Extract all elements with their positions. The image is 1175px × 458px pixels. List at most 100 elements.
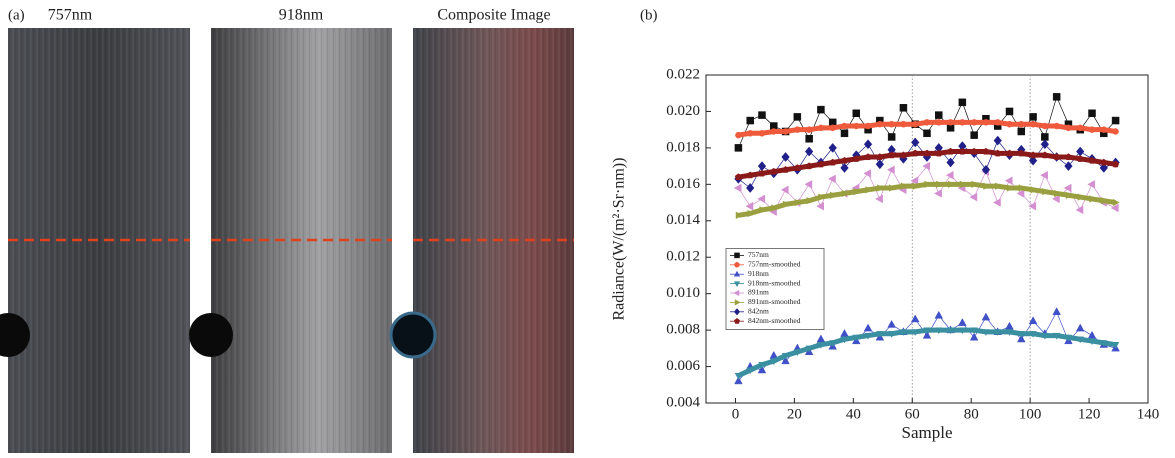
marker (816, 334, 826, 343)
image-composite (389, 28, 574, 453)
marker (1112, 128, 1119, 135)
marker (1018, 120, 1025, 128)
image-757 (0, 28, 190, 453)
marker (853, 187, 861, 196)
marker (993, 135, 1002, 146)
y-tick-label: 0.008 (666, 322, 700, 338)
legend-marker (734, 299, 741, 306)
marker (886, 165, 895, 175)
marker (899, 104, 908, 112)
marker (1087, 180, 1096, 189)
marker (935, 119, 943, 126)
marker (805, 345, 813, 353)
marker (947, 119, 954, 126)
x-tick-label: 120 (1078, 406, 1101, 422)
marker (781, 152, 790, 162)
marker (745, 201, 754, 211)
marker (981, 312, 991, 321)
marker (841, 122, 848, 130)
marker (771, 204, 778, 212)
marker (828, 142, 837, 153)
marker (958, 147, 966, 155)
marker (1099, 162, 1108, 173)
marker (910, 314, 920, 323)
marker (1040, 170, 1048, 180)
marker (959, 119, 966, 126)
marker (770, 358, 778, 366)
marker (876, 153, 884, 161)
marker (995, 182, 1002, 190)
legend-label: 842nm (748, 307, 769, 316)
marker (887, 133, 896, 141)
marker (936, 180, 943, 189)
marker (887, 331, 896, 338)
marker (1017, 334, 1026, 343)
marker (959, 180, 967, 189)
marker (793, 164, 801, 171)
marker (1006, 184, 1014, 192)
marker (793, 113, 802, 121)
marker (1042, 187, 1049, 196)
marker (923, 149, 931, 157)
marker (817, 342, 825, 349)
marker (924, 180, 932, 189)
marker (958, 327, 967, 335)
marker (923, 129, 931, 138)
marker (970, 147, 978, 155)
marker (1006, 120, 1013, 128)
image-918 (189, 28, 392, 453)
marker (982, 147, 990, 155)
marker (806, 197, 814, 205)
marker (734, 173, 742, 181)
marker (934, 189, 942, 198)
marker (899, 151, 908, 159)
marker (758, 362, 766, 369)
series (734, 327, 1120, 380)
x-tick-label: 60 (905, 406, 920, 422)
marker (935, 111, 943, 119)
marker (888, 120, 895, 128)
marker (1040, 139, 1050, 150)
marker (804, 146, 814, 157)
marker (1028, 201, 1037, 211)
marker (1064, 334, 1073, 342)
marker (757, 365, 767, 374)
marker (993, 198, 1001, 207)
legend-marker (733, 308, 741, 316)
legend-marker (734, 252, 740, 259)
marker (1052, 332, 1061, 340)
marker (759, 206, 767, 214)
marker (876, 120, 884, 128)
marker (1088, 109, 1096, 118)
marker (734, 376, 743, 385)
marker (863, 323, 873, 332)
legend: 757nm757nm-smoothed918nm918nm-smoothed89… (725, 247, 825, 330)
marker (911, 149, 919, 157)
plot-frame (705, 74, 1149, 404)
marker (875, 194, 883, 204)
marker (1112, 198, 1120, 207)
marker (1064, 161, 1073, 172)
y-axis-label: Radiance(W/(m²·Sr·nm)) (611, 158, 628, 321)
marker (863, 169, 872, 178)
marker (1088, 126, 1096, 133)
marker (1005, 321, 1014, 330)
marker (735, 211, 743, 220)
marker (969, 192, 978, 202)
marker (1051, 194, 1060, 204)
marker (852, 155, 860, 162)
marker (782, 200, 790, 209)
marker (1076, 336, 1084, 344)
marker (1110, 203, 1119, 213)
marker (865, 186, 873, 194)
marker (1005, 149, 1014, 157)
marker (1111, 116, 1120, 125)
marker (1111, 342, 1120, 349)
marker (828, 340, 837, 347)
marker (1041, 151, 1049, 159)
marker (1053, 153, 1061, 161)
image-title: 918nm (279, 7, 324, 24)
marker (1005, 107, 1014, 116)
legend-box (725, 247, 825, 330)
marker (1076, 155, 1084, 162)
